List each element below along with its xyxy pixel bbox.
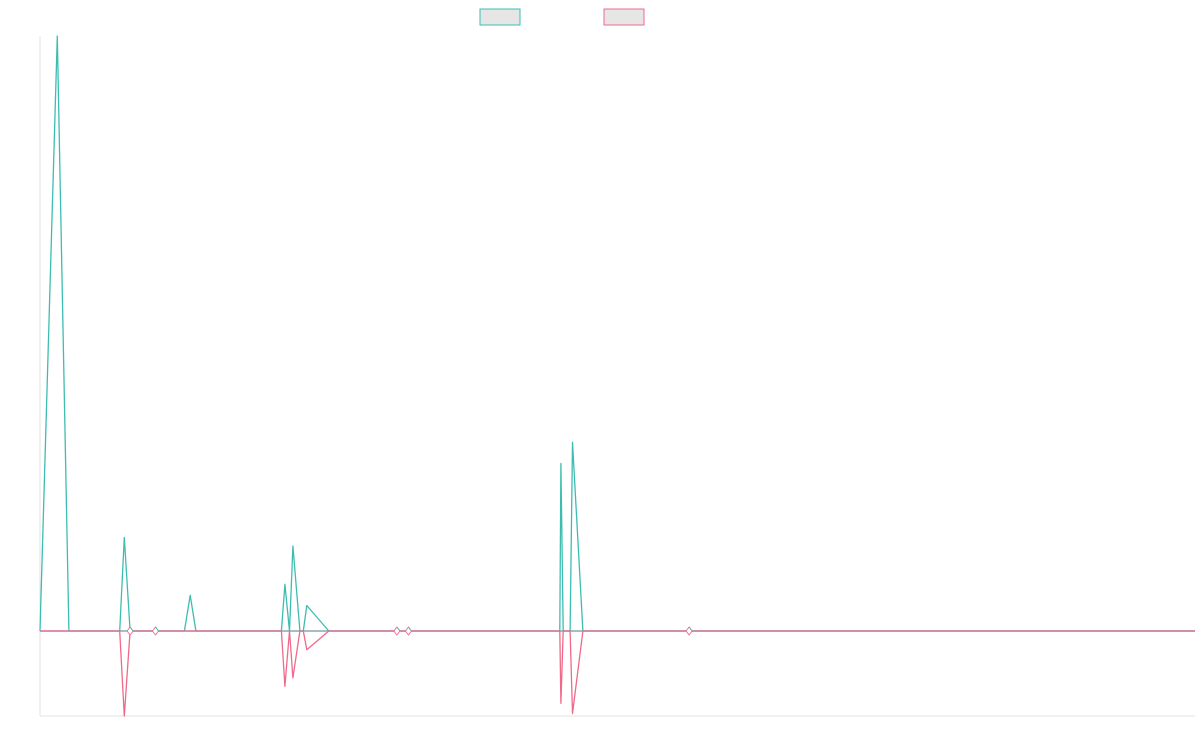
baseline-marker-0[interactable] — [126, 626, 134, 636]
baseline-marker-edge-1 — [155, 626, 159, 632]
baseline-marker-1[interactable] — [151, 626, 160, 636]
baseline-marker-edge-3 — [408, 626, 412, 632]
baseline-marker-edge-0 — [129, 626, 134, 632]
series-line-b[interactable] — [40, 630, 1195, 717]
axes — [39, 36, 1195, 717]
series-line-a[interactable] — [39, 35, 1195, 632]
baseline-marker-2[interactable] — [393, 626, 401, 636]
baseline-marker-edge-4 — [688, 626, 693, 632]
legend-swatch-series-b[interactable] — [603, 8, 645, 26]
baseline-marker-4[interactable] — [685, 626, 693, 636]
baseline-marker-edge-2 — [396, 626, 401, 632]
legend-swatch-series-a[interactable] — [479, 8, 521, 26]
baseline-marker-3[interactable] — [404, 626, 413, 636]
legend — [479, 8, 645, 26]
plot-area — [39, 35, 1195, 717]
